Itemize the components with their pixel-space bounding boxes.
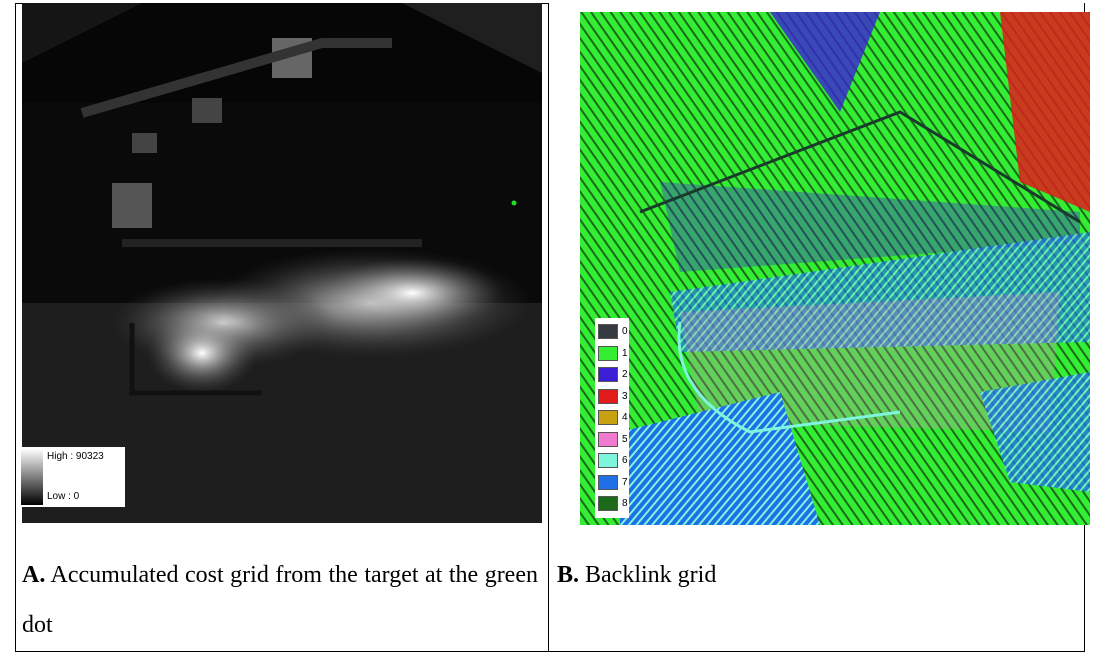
cost-legend: High : 90323 Low : 0 [18, 447, 125, 507]
legend-row: 5 [595, 429, 629, 451]
legend-label: 4 [622, 412, 628, 423]
cost-ramp [21, 449, 43, 505]
legend-label: 6 [622, 455, 628, 466]
legend-label: 8 [622, 498, 628, 509]
legend-row: 3 [595, 386, 629, 408]
legend-label: 5 [622, 434, 628, 445]
legend-swatch [598, 346, 618, 361]
caption-label: A. [22, 562, 45, 588]
legend-row: 8 [595, 493, 629, 515]
legend-label: 7 [622, 477, 628, 488]
cost-grid-image [22, 3, 542, 523]
legend-high: High : 90323 [47, 451, 104, 462]
legend-swatch [598, 475, 618, 490]
legend-row: 4 [595, 407, 629, 429]
caption-b: B. Backlink grid [557, 550, 1073, 600]
page: High : 90323 Low : 0 0 1 2 3 4 5 6 7 8 A. Accumu… [0, 0, 1099, 655]
table-divider [548, 3, 549, 652]
legend-label: 3 [622, 391, 628, 402]
legend-swatch [598, 389, 618, 404]
legend-row: 6 [595, 450, 629, 472]
legend-swatch [598, 324, 618, 339]
legend-low: Low : 0 [47, 491, 79, 502]
legend-swatch [598, 496, 618, 511]
legend-label: 0 [622, 326, 628, 337]
caption-text: Backlink grid [585, 562, 716, 588]
legend-label: 1 [622, 348, 628, 359]
caption-a: A. Accumulated cost grid from the target… [22, 550, 538, 650]
legend-row: 0 [595, 321, 629, 343]
legend-swatch [598, 432, 618, 447]
backlink-legend: 0 1 2 3 4 5 6 7 8 [595, 318, 629, 518]
legend-swatch [598, 410, 618, 425]
backlink-image [580, 12, 1090, 525]
legend-row: 2 [595, 364, 629, 386]
legend-row: 1 [595, 343, 629, 365]
legend-swatch [598, 367, 618, 382]
legend-swatch [598, 453, 618, 468]
caption-label: B. [557, 562, 579, 588]
legend-label: 2 [622, 369, 628, 380]
caption-text: Accumulated cost grid from the target at… [22, 562, 538, 638]
legend-row: 7 [595, 472, 629, 494]
